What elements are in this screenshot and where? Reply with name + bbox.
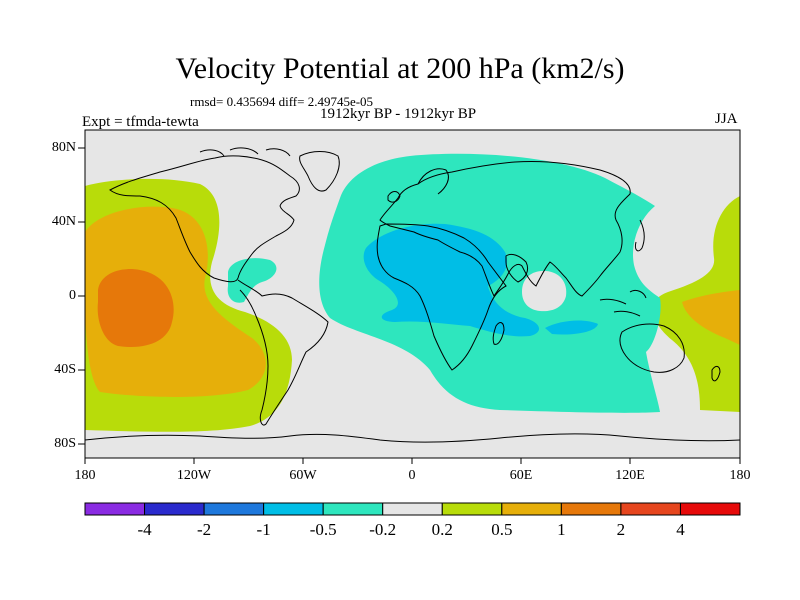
colorbar-label: 4 — [676, 520, 685, 539]
colorbar-label: 0.5 — [491, 520, 513, 539]
axis-ticks — [78, 147, 741, 464]
colorbar-swatch — [84, 502, 146, 516]
coastline-north-america — [109, 155, 300, 283]
colorbar-swatch — [441, 502, 503, 516]
colorbar-swatch — [560, 502, 622, 516]
colorbar-swatch — [382, 502, 443, 516]
coastline-south-america — [237, 279, 329, 426]
colorbar-swatch — [501, 502, 562, 516]
lon-tick-label: 0 — [408, 468, 416, 483]
lat-tick-label: 40N — [51, 214, 76, 229]
stats-text: rmsd= 0.435694 diff= 2.49745e-05 — [190, 94, 374, 109]
lat-tick-label: 80N — [51, 140, 76, 155]
coastline-madagascar — [492, 322, 505, 345]
coastline-antarctica — [85, 433, 740, 443]
lon-tick-label: 120E — [615, 468, 645, 483]
colorbar-label: 1 — [557, 520, 566, 539]
coastline-greenland — [299, 151, 340, 192]
lon-tick-label: 180 — [74, 468, 96, 483]
lat-tick-label: 0 — [69, 288, 76, 303]
contour-fills — [85, 153, 740, 432]
colorbar-label: -4 — [137, 520, 152, 539]
colorbar-label: 0.2 — [431, 520, 453, 539]
pacific-contour-1 — [97, 269, 174, 347]
colorbar-swatch — [322, 502, 384, 516]
colorbar-label: -2 — [196, 520, 212, 539]
lon-tick-label: 60W — [289, 468, 317, 483]
coastline-indonesia — [599, 289, 647, 317]
colorbar-swatch — [679, 502, 741, 516]
colorbar-swatch — [263, 502, 324, 516]
colorbar-label: 2 — [616, 520, 626, 539]
lon-tick-label: 180 — [729, 468, 751, 483]
coastline-japan — [635, 219, 645, 252]
coastline-uk — [387, 191, 401, 203]
africa-contour-neg-0.5 — [363, 223, 540, 337]
coastline-eurasia — [379, 160, 631, 297]
season-label: JJA — [715, 111, 738, 127]
colorbar-swatch — [203, 502, 265, 516]
colorbar-swatch — [620, 502, 681, 516]
colorbar-label: -0.5 — [309, 520, 337, 539]
coastlines — [85, 147, 740, 443]
colorbar-label: -0.2 — [369, 520, 397, 539]
indian-ocean-contour-0.2-hole — [522, 270, 567, 312]
coastline-africa — [376, 223, 507, 371]
central-america-contour-neg-0.2 — [227, 258, 277, 303]
colorbar — [84, 502, 741, 516]
coastline-australia — [619, 323, 685, 373]
lat-tick-label: 40S — [54, 362, 76, 377]
colorbar-label: -1 — [256, 520, 271, 539]
indian-ocean-contour-neg-0.5 — [545, 320, 598, 335]
lon-tick-label: 120W — [176, 468, 212, 483]
plot-title: Velocity Potential at 200 hPa (km2/s) — [175, 52, 625, 85]
period-label: 1912kyr BP - 1912kyr BP — [320, 106, 477, 122]
lon-tick-label: 60E — [509, 468, 533, 483]
pacific-contour-0.5 — [85, 206, 266, 397]
experiment-label: Expt = tfmda-tewta — [82, 114, 199, 130]
colorbar-swatch — [144, 502, 205, 516]
coastline-arctic-islands — [199, 147, 291, 157]
west-pacific-contour-0.5 — [682, 290, 740, 345]
coastline-scandinavia — [417, 168, 449, 195]
coastline-new-zealand — [711, 365, 721, 382]
lat-tick-label: 80S — [54, 436, 76, 451]
coastline-arabia — [505, 253, 529, 283]
